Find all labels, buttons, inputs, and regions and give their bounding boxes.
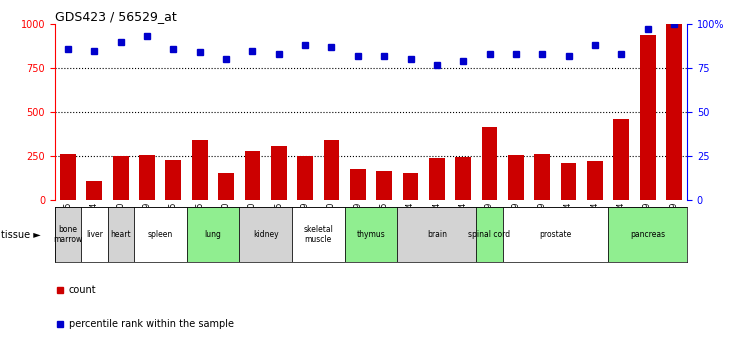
Bar	[55, 207, 81, 262]
Bar	[429, 158, 444, 200]
Bar	[561, 163, 577, 200]
Bar	[218, 173, 234, 200]
Bar	[192, 140, 208, 200]
Bar	[403, 173, 418, 200]
Bar	[503, 207, 608, 262]
Text: liver: liver	[86, 230, 103, 239]
Bar	[107, 207, 134, 262]
Bar	[113, 156, 129, 200]
Bar	[86, 181, 102, 200]
Bar	[244, 151, 260, 200]
Bar	[271, 146, 287, 200]
Bar	[666, 24, 682, 200]
Text: prostate: prostate	[539, 230, 572, 239]
Text: GDS423 / 56529_at: GDS423 / 56529_at	[55, 10, 177, 23]
Bar	[292, 207, 344, 262]
Text: count: count	[69, 285, 96, 295]
Bar	[534, 154, 550, 200]
Bar	[398, 207, 477, 262]
Text: spleen: spleen	[148, 230, 173, 239]
Text: skeletal
muscle: skeletal muscle	[303, 225, 333, 244]
Bar	[376, 171, 392, 200]
Bar	[239, 207, 292, 262]
Bar	[165, 160, 181, 200]
Bar	[613, 119, 629, 200]
Bar	[587, 161, 603, 200]
Text: spinal cord: spinal cord	[469, 230, 511, 239]
Text: percentile rank within the sample: percentile rank within the sample	[69, 319, 234, 329]
Bar	[139, 155, 155, 200]
Bar	[477, 207, 503, 262]
Text: pancreas: pancreas	[630, 230, 665, 239]
Text: tissue ►: tissue ►	[1, 230, 41, 239]
Bar	[324, 140, 339, 200]
Bar	[508, 155, 524, 200]
Text: brain: brain	[427, 230, 447, 239]
Text: heart: heart	[110, 230, 131, 239]
Text: thymus: thymus	[357, 230, 385, 239]
Bar	[640, 35, 656, 200]
Bar	[186, 207, 239, 262]
Text: lung: lung	[205, 230, 221, 239]
Bar	[134, 207, 186, 262]
Text: kidney: kidney	[253, 230, 279, 239]
Bar	[298, 156, 313, 200]
Bar	[60, 154, 76, 200]
Bar	[608, 207, 687, 262]
Bar	[81, 207, 107, 262]
Bar	[344, 207, 398, 262]
Bar	[350, 169, 366, 200]
Bar	[482, 127, 497, 200]
Bar	[455, 157, 471, 200]
Text: bone
marrow: bone marrow	[53, 225, 83, 244]
